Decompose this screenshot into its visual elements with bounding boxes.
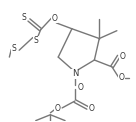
Text: O: O [120, 52, 126, 61]
Text: O: O [54, 104, 60, 113]
Text: N: N [72, 69, 78, 78]
Text: S: S [22, 13, 26, 21]
Text: S: S [12, 44, 17, 53]
Text: S: S [33, 36, 38, 45]
Text: O: O [78, 83, 84, 92]
Text: O: O [89, 104, 94, 113]
Text: O: O [51, 14, 57, 22]
Text: O: O [119, 73, 125, 82]
